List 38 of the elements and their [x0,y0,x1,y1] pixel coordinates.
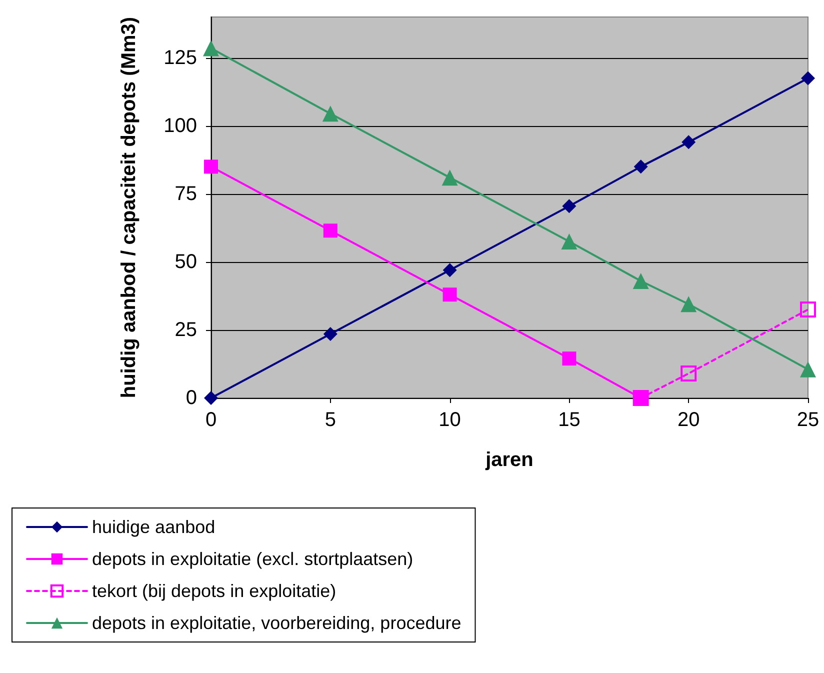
point [323,327,338,342]
point [442,170,458,186]
x-tick-label: 25 [796,409,820,431]
point [634,160,648,174]
x-tick-label: 5 [324,409,336,431]
y-axis-title: huidig aanbod / capaciteit depots (Mm3) [118,16,140,398]
y-tick-label: 100 [164,114,197,137]
x-axis-title: jaren [484,449,534,471]
point [442,288,457,302]
legend-label: huidige aanbod [92,517,216,537]
point [322,106,338,122]
legend-label: tekort (bij depots in exploitatie) [92,581,336,601]
point [204,391,218,405]
x-tick-label: 10 [438,409,461,431]
point [801,71,815,86]
point [562,199,576,214]
y-tick-label: 0 [186,387,197,409]
y-tick-label: 50 [174,250,197,273]
point [682,135,696,150]
point [204,160,218,174]
point [680,366,697,382]
y-tick-label: 75 [174,182,197,205]
legend-label: depots in exploitatie (excl. stortplaatsen) [92,549,414,569]
point [632,272,649,289]
point [561,234,578,250]
point [562,352,576,366]
y-tick-label: 125 [164,46,197,69]
x-tick-label: 20 [677,409,700,431]
point [800,361,816,378]
point [442,263,457,278]
point [800,302,816,318]
legend-label: depots in exploitatie, voorbereiding, procedure [92,613,462,633]
point [203,40,219,56]
point [680,296,697,312]
x-tick-label: 0 [205,409,217,431]
point [323,224,338,238]
y-tick-label: 25 [174,318,197,341]
x-tick-label: 15 [558,409,580,431]
